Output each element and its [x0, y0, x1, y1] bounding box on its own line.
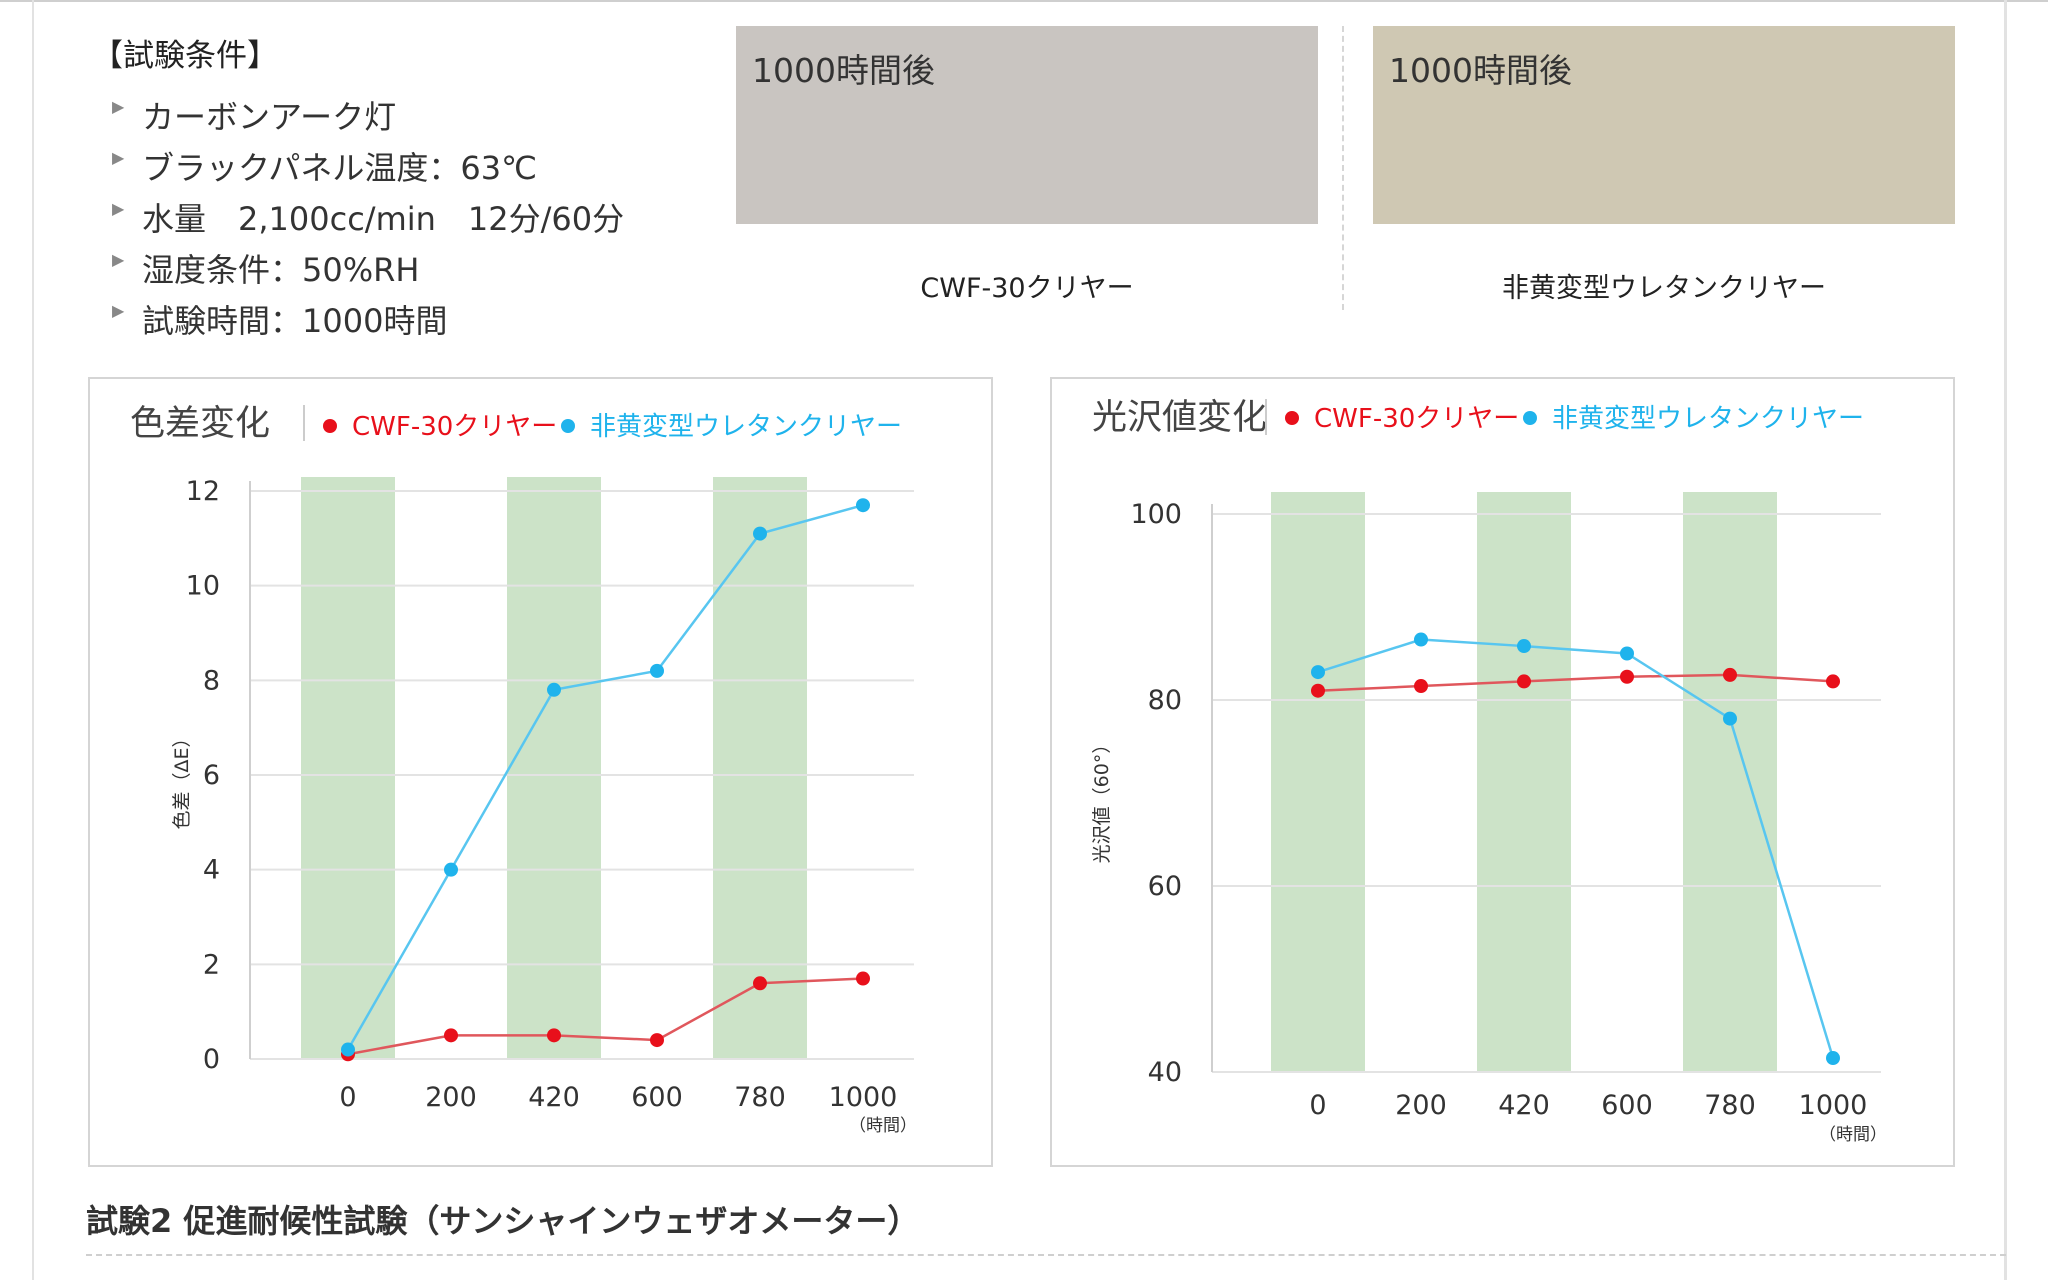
sample-swatch-cwf: 1000時間後	[736, 26, 1318, 224]
legend-label: 非黄変型ウレタンクリヤー	[590, 412, 902, 442]
x-tick-label: 780	[1704, 1090, 1756, 1121]
data-point	[856, 971, 870, 986]
data-point	[547, 1028, 561, 1043]
data-point	[1723, 667, 1737, 682]
y-tick-label: 10	[186, 571, 220, 602]
data-point	[1517, 674, 1531, 689]
x-tick-label: 420	[1498, 1090, 1550, 1121]
legend-marker	[561, 419, 575, 433]
triangle-bullet-icon: ▶	[112, 199, 125, 218]
data-point	[547, 682, 561, 697]
y-tick-label: 80	[1148, 685, 1182, 716]
legend-label: 非黄変型ウレタンクリヤー	[1552, 404, 1864, 434]
gloss-chart-panel: 40 60 80 100 0 200 420 600 780 1000 （時間） 光沢値（60°） 光沢…	[1050, 377, 1955, 1167]
conditions-list: ▶ カーボンアーク灯 ▶ ブラックパネル温度：63℃ ▶ 水量 2,100cc/min…	[112, 92, 624, 347]
data-point	[1414, 632, 1428, 647]
chart-title: 色差変化	[130, 404, 270, 444]
data-point	[1311, 683, 1325, 698]
chart-title: 光沢値変化	[1092, 398, 1267, 438]
triangle-bullet-icon: ▶	[112, 301, 125, 320]
x-tick-label: 780	[734, 1082, 786, 1113]
series-line	[1317, 638, 1835, 1059]
test2-heading: 試験2 促進耐候性試験（サンシャインウェザオメーター）	[86, 1202, 920, 1240]
page-right-border	[2004, 0, 2007, 1280]
data-point	[1723, 711, 1737, 726]
x-tick-label: 1000	[829, 1082, 898, 1113]
condition-item: ▶ 試験時間：1000時間	[112, 301, 448, 340]
data-point	[444, 1028, 458, 1043]
legend-marker	[1523, 411, 1537, 425]
y-tick-label: 12	[186, 476, 220, 507]
period-band	[301, 477, 395, 1059]
x-tick-label: 1000	[1799, 1090, 1868, 1121]
x-tick-label: 420	[528, 1082, 580, 1113]
y-tick-label: 4	[203, 855, 220, 886]
legend-marker	[1285, 411, 1299, 425]
y-tick-label: 0	[203, 1044, 220, 1075]
condition-item: ▶ 水量 2,100cc/min 12分/60分	[112, 199, 625, 238]
x-tick-label: 600	[1601, 1090, 1653, 1121]
color-difference-chart-panel: 0 2 4 6 8 10 12 0 200 420 600 780 1000 （時間） 色差（ΔE） 色差変化…	[88, 377, 993, 1167]
x-tick-label: 200	[1395, 1090, 1447, 1121]
period-band	[1271, 492, 1365, 1072]
data-point	[1826, 674, 1840, 689]
page-top-border	[0, 0, 2048, 2]
data-point	[1620, 646, 1634, 661]
legend-marker	[323, 419, 337, 433]
x-unit-label: （時間）	[1819, 1125, 1887, 1145]
triangle-bullet-icon: ▶	[112, 97, 125, 116]
condition-item: ▶ 湿度条件：50%RH	[112, 250, 420, 289]
legend-label: CWF-30クリヤー	[1314, 404, 1519, 434]
y-axis-title: 色差（ΔE）	[171, 728, 193, 829]
x-unit-label: （時間）	[849, 1116, 917, 1136]
data-point	[444, 862, 458, 877]
swatch-caption-cwf: CWF-30クリヤー	[920, 273, 1134, 304]
x-tick-label: 0	[1309, 1090, 1326, 1121]
data-point	[1620, 669, 1634, 684]
series-line	[346, 503, 864, 1051]
series-line	[347, 977, 864, 1056]
swatch-label: 1000時間後	[1389, 51, 1572, 90]
period-band	[507, 477, 601, 1059]
x-tick-label: 600	[631, 1082, 683, 1113]
color-difference-chart: 0 2 4 6 8 10 12 0 200 420 600 780 1000 （時間） 色差（ΔE） 色差変化…	[130, 404, 917, 1136]
swatch-caption-urethane: 非黄変型ウレタンクリヤー	[1502, 273, 1826, 304]
heading-underline	[86, 1254, 2006, 1256]
legend-label: CWF-30クリヤー	[352, 412, 557, 442]
period-band	[713, 477, 807, 1059]
data-point	[1517, 639, 1531, 654]
y-tick-label: 40	[1148, 1057, 1182, 1088]
series-line	[1317, 673, 1834, 692]
data-point	[650, 1033, 664, 1048]
y-axis-title: 光沢値（60°）	[1091, 735, 1113, 864]
y-tick-label: 100	[1130, 499, 1182, 530]
data-point	[856, 498, 870, 513]
sample-divider	[1342, 26, 1344, 310]
x-tick-label: 200	[425, 1082, 477, 1113]
period-band	[1477, 492, 1571, 1072]
data-point	[753, 976, 767, 991]
data-point	[753, 526, 767, 541]
y-tick-label: 60	[1148, 871, 1182, 902]
triangle-bullet-icon: ▶	[112, 148, 125, 167]
data-point	[1311, 665, 1325, 680]
x-tick-label: 0	[339, 1082, 356, 1113]
condition-item: ▶ ブラックパネル温度：63℃	[112, 148, 538, 187]
page-left-border	[32, 0, 34, 1280]
data-point	[650, 663, 664, 678]
data-point	[1826, 1051, 1840, 1066]
triangle-bullet-icon: ▶	[112, 250, 125, 269]
y-tick-label: 6	[203, 760, 220, 791]
y-tick-label: 2	[203, 949, 220, 980]
data-point	[1414, 679, 1428, 694]
y-tick-label: 8	[203, 665, 220, 696]
period-band	[1683, 492, 1777, 1072]
sample-swatch-urethane: 1000時間後	[1373, 26, 1955, 224]
swatch-label: 1000時間後	[752, 51, 935, 90]
conditions-title: 【試験条件】	[92, 38, 278, 74]
condition-item: ▶ カーボンアーク灯	[112, 97, 397, 136]
data-point	[341, 1042, 355, 1057]
